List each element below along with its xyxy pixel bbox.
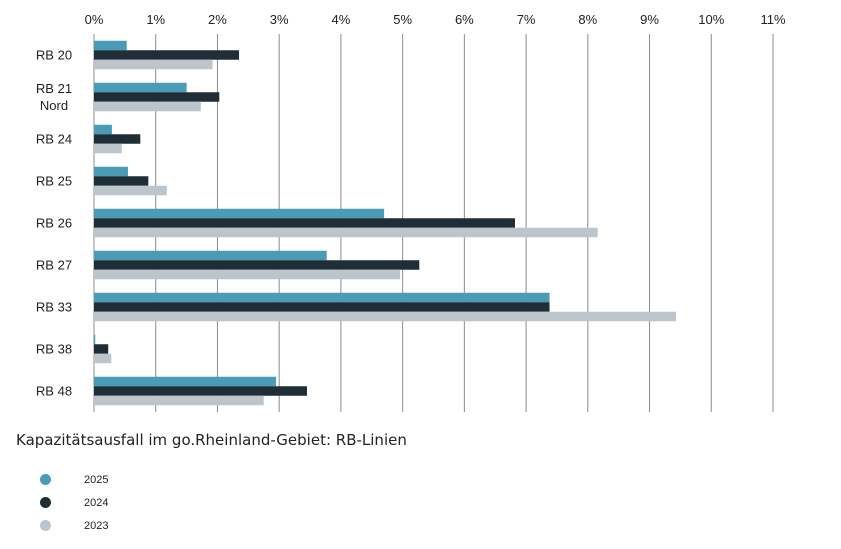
bar-2024 xyxy=(94,344,109,354)
category-label: RB 24 xyxy=(36,132,72,147)
x-tick-label: 8% xyxy=(578,12,597,27)
bars xyxy=(94,40,677,406)
bar-2023 xyxy=(94,311,677,322)
bar-2024 xyxy=(94,302,550,312)
x-tick-label: 11% xyxy=(760,12,785,27)
category-label: RB 26 xyxy=(36,216,72,231)
x-axis-ticks: 0% 1% 2% 3% 4% 5% 6% 7% 8% 9% 10% 11% xyxy=(85,12,786,27)
bar-2025 xyxy=(94,292,550,303)
category-label: RB 25 xyxy=(36,174,72,189)
category-label: RB 21 xyxy=(36,81,72,96)
legend-label-2023: 2023 xyxy=(84,519,109,532)
legend: 2025 2024 2023 xyxy=(40,468,108,537)
legend-label-2024: 2024 xyxy=(84,496,109,509)
category-label: RB 20 xyxy=(36,48,72,63)
bar-2025 xyxy=(94,334,96,345)
bar-2024 xyxy=(94,176,149,186)
x-tick-label: 5% xyxy=(393,12,412,27)
x-tick-label: 0% xyxy=(85,12,104,27)
bar-2024 xyxy=(94,218,515,228)
bar-2025 xyxy=(94,166,128,177)
bar-2025 xyxy=(94,124,112,135)
x-tick-label: 4% xyxy=(332,12,351,27)
category-labels: RB 20 RB 21 Nord RB 24 RB 25 RB 26 RB 27 RB 33 R… xyxy=(36,48,72,399)
category-label: RB 48 xyxy=(36,384,72,399)
bar-2023 xyxy=(94,353,112,364)
bar-2025 xyxy=(94,250,327,261)
bar-2023 xyxy=(94,395,264,406)
bar-2023 xyxy=(94,143,122,154)
bar-2024 xyxy=(94,50,240,60)
bar-2023 xyxy=(94,269,401,280)
chart-title: Kapazitätsausfall im go.Rheinland-Gebiet… xyxy=(16,431,407,449)
legend-item-2024: 2024 xyxy=(40,491,108,514)
x-tick-label: 7% xyxy=(517,12,536,27)
legend-item-2023: 2023 xyxy=(40,514,108,537)
bar-2024 xyxy=(94,134,141,144)
legend-item-2025: 2025 xyxy=(40,468,108,491)
category-label: Nord xyxy=(40,98,68,113)
x-tick-label: 2% xyxy=(208,12,227,27)
x-tick-label: 1% xyxy=(146,12,165,27)
x-tick-label: 10% xyxy=(698,12,724,27)
x-tick-label: 9% xyxy=(640,12,659,27)
category-label: RB 38 xyxy=(36,342,72,357)
legend-label-2025: 2025 xyxy=(84,473,109,486)
bar-2024 xyxy=(94,92,220,102)
bar-2024 xyxy=(94,260,420,270)
category-label: RB 33 xyxy=(36,300,72,315)
x-tick-label: 3% xyxy=(270,12,289,27)
legend-marker-2024 xyxy=(40,497,51,508)
bar-2023 xyxy=(94,101,201,112)
bar-2025 xyxy=(94,208,385,219)
legend-marker-2023 xyxy=(40,520,51,531)
bar-2025 xyxy=(94,40,127,51)
bar-2025 xyxy=(94,82,187,93)
bar-chart: 0% 1% 2% 3% 4% 5% 6% 7% 8% 9% 10% 11% RB 20 RB 21 Nor… xyxy=(36,12,786,412)
bar-2025 xyxy=(94,376,277,387)
category-label: RB 27 xyxy=(36,258,72,273)
bar-2023 xyxy=(94,59,213,70)
bar-2023 xyxy=(94,185,167,196)
x-tick-label: 6% xyxy=(455,12,474,27)
legend-marker-2025 xyxy=(40,474,51,485)
bar-2023 xyxy=(94,227,598,238)
bar-2024 xyxy=(94,386,307,396)
